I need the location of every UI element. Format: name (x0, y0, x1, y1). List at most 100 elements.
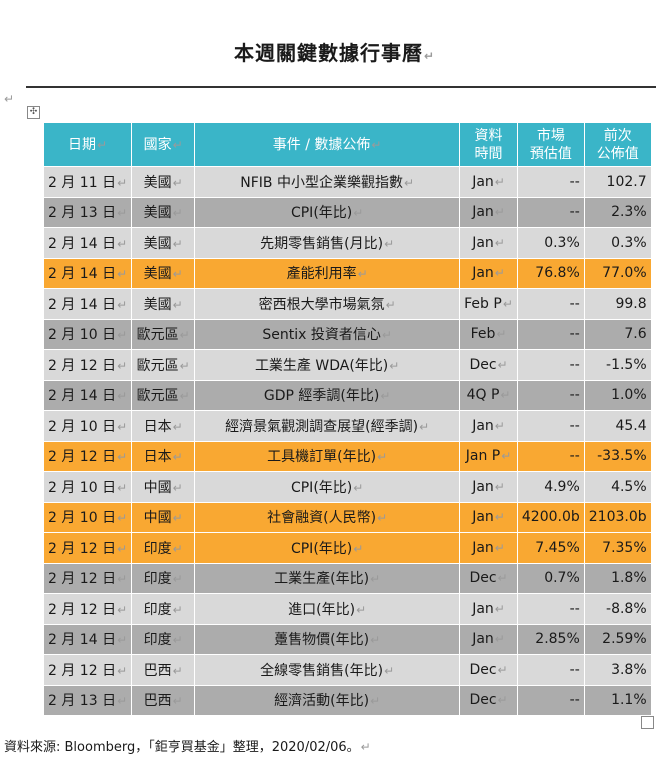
cell-event: 工業生產 WDA(年比)↵ (194, 349, 461, 381)
header-forecast-line2: 預估值 (529, 145, 572, 162)
table-body: 2 月 11 日↵ 美國↵ NFIB 中小型企業樂觀指數↵ Jan↵ -- 102.7 2 … (42, 166, 652, 716)
cell-event: 產能利用率↵ (194, 257, 461, 289)
cell-country-value: 印度 (143, 632, 172, 649)
page-title: 本週關鍵數據行事曆↵ (0, 37, 669, 66)
cell-mark-icon: ↵ (117, 267, 128, 282)
table-row: 2 月 11 日↵ 美國↵ NFIB 中小型企業樂觀指數↵ Jan↵ -- 102.7 (42, 166, 652, 198)
cell-country: 歐元區↵ (131, 349, 196, 381)
cell-forecast-value: 4200.0b (521, 509, 580, 526)
cell-mark-icon: ↵ (172, 206, 183, 221)
cell-mark-icon: ↵ (353, 480, 364, 495)
cell-forecast-value: -- (569, 448, 580, 465)
cell-event: Sentix 投資者信心↵ (194, 318, 461, 350)
cell-date: 2 月 13 日↵ (42, 196, 133, 228)
cell-country: 巴西↵ (131, 654, 196, 686)
cell-country-value: 巴西 (143, 662, 172, 679)
cell-mark-icon: ↵ (117, 389, 128, 404)
cell-date: 2 月 10 日↵ (42, 410, 133, 442)
cell-mark-icon: ↵ (501, 449, 512, 464)
cell-event-value: 社會融資(人民幣) (267, 510, 377, 527)
cell-country: 美國↵ (131, 227, 196, 259)
cell-event-value: GDP 經季調(年比) (263, 388, 380, 405)
cell-period: Jan↵ (459, 166, 518, 198)
cell-period: Jan↵ (459, 532, 518, 564)
cell-period-value: Dec (469, 661, 497, 678)
table-row: 2 月 10 日↵ 中國↵ 社會融資(人民幣)↵ Jan↵ 4200.0b 2103.0b (42, 501, 652, 533)
source-text: 資料來源: Bloomberg，「鉅亨買基金」整理，2020/02/06。 (4, 740, 360, 755)
cell-mark-icon: ↵ (172, 175, 183, 190)
cell-date-value: 2 月 12 日 (48, 571, 117, 588)
cell-mark-icon: ↵ (172, 297, 183, 312)
cell-mark-icon: ↵ (117, 358, 128, 373)
cell-event: CPI(年比)↵ (194, 196, 461, 228)
cell-previous: 1.0% (583, 379, 652, 411)
cell-previous-value: -1.5% (606, 356, 647, 373)
table-row: 2 月 12 日↵ 印度↵ 進口(年比)↵ Jan↵ -- -8.8% (42, 593, 652, 625)
cell-event: 先期零售銷售(月比)↵ (194, 227, 461, 259)
cell-mark-icon: ↵ (172, 236, 183, 251)
cell-forecast: 0.7% (516, 562, 585, 594)
table-row: 2 月 12 日↵ 印度↵ CPI(年比)↵ Jan↵ 7.45% 7.35% (42, 532, 652, 564)
table-resize-handle[interactable] (641, 716, 654, 729)
header-period: 資料 時間 (459, 122, 518, 167)
cell-mark-icon: ↵ (117, 511, 128, 526)
cell-mark-icon: ↵ (494, 510, 505, 525)
cell-mark-icon: ↵ (117, 541, 128, 556)
cell-mark-icon: ↵ (117, 175, 128, 190)
cell-previous-value: 1.1% (611, 692, 647, 709)
header-country: 國家↵ (131, 122, 196, 167)
cell-previous-value: -33.5% (597, 448, 647, 465)
cell-event-value: 躉售物價(年比) (274, 632, 370, 649)
header-previous-line1: 前次 (603, 127, 632, 144)
cell-forecast-value: -- (569, 600, 580, 617)
cell-forecast-value: -- (569, 173, 580, 190)
cell-period: Jan↵ (459, 227, 518, 259)
table-move-handle-icon[interactable]: ✣ (27, 106, 40, 119)
cell-event-value: 進口(年比) (288, 601, 356, 618)
cell-country: 美國↵ (131, 288, 196, 320)
cell-previous-value: 102.7 (606, 173, 647, 190)
cell-country: 印度↵ (131, 532, 196, 564)
cell-date-value: 2 月 12 日 (48, 357, 117, 374)
cell-date: 2 月 10 日↵ (42, 501, 133, 533)
cell-mark-icon: ↵ (172, 572, 183, 587)
cell-country: 中國↵ (131, 501, 196, 533)
cell-period-value: Jan (472, 478, 494, 495)
cell-previous: 99.8 (583, 288, 652, 320)
cell-forecast: -- (516, 379, 585, 411)
header-date-label: 日期 (68, 136, 97, 153)
cell-date-value: 2 月 12 日 (48, 662, 117, 679)
cell-forecast: 4200.0b (516, 501, 585, 533)
cell-country: 日本↵ (131, 440, 196, 472)
cell-period-value: Dec (469, 356, 497, 373)
cell-previous: -8.8% (583, 593, 652, 625)
cell-previous: 2.59% (583, 623, 652, 655)
cell-previous: 4.5% (583, 471, 652, 503)
cell-event-value: CPI(年比) (290, 205, 353, 222)
cell-country-value: 歐元區 (136, 388, 179, 405)
cell-event: 進口(年比)↵ (194, 593, 461, 625)
cell-event: NFIB 中小型企業樂觀指數↵ (194, 166, 461, 198)
cell-mark-icon: ↵ (172, 480, 183, 495)
cell-country: 歐元區↵ (131, 318, 196, 350)
cell-mark-icon: ↵ (377, 511, 388, 526)
cell-event-value: 工具機訂單(年比) (267, 449, 377, 466)
cell-period-value: Feb (470, 326, 496, 343)
header-event: 事件 / 數據公佈↵ (194, 122, 461, 167)
cell-mark-icon: ↵ (353, 206, 364, 221)
cell-previous: 0.3% (583, 227, 652, 259)
cell-date: 2 月 14 日↵ (42, 379, 133, 411)
cell-period: Dec↵ (459, 562, 518, 594)
cell-country: 印度↵ (131, 623, 196, 655)
cell-country-value: 印度 (143, 601, 172, 618)
cell-date-value: 2 月 14 日 (48, 388, 117, 405)
paragraph-mark-icon: ↵ (360, 740, 371, 754)
cell-period-value: Jan (472, 600, 494, 617)
cell-period-value: Jan P (465, 448, 501, 465)
cell-previous-value: 1.0% (611, 387, 647, 404)
cell-country-value: 美國 (143, 266, 172, 283)
cell-period: Feb↵ (459, 318, 518, 350)
cell-period-value: Jan (472, 417, 494, 434)
cell-mark-icon: ↵ (494, 205, 505, 220)
cell-mark-icon: ↵ (497, 357, 508, 372)
